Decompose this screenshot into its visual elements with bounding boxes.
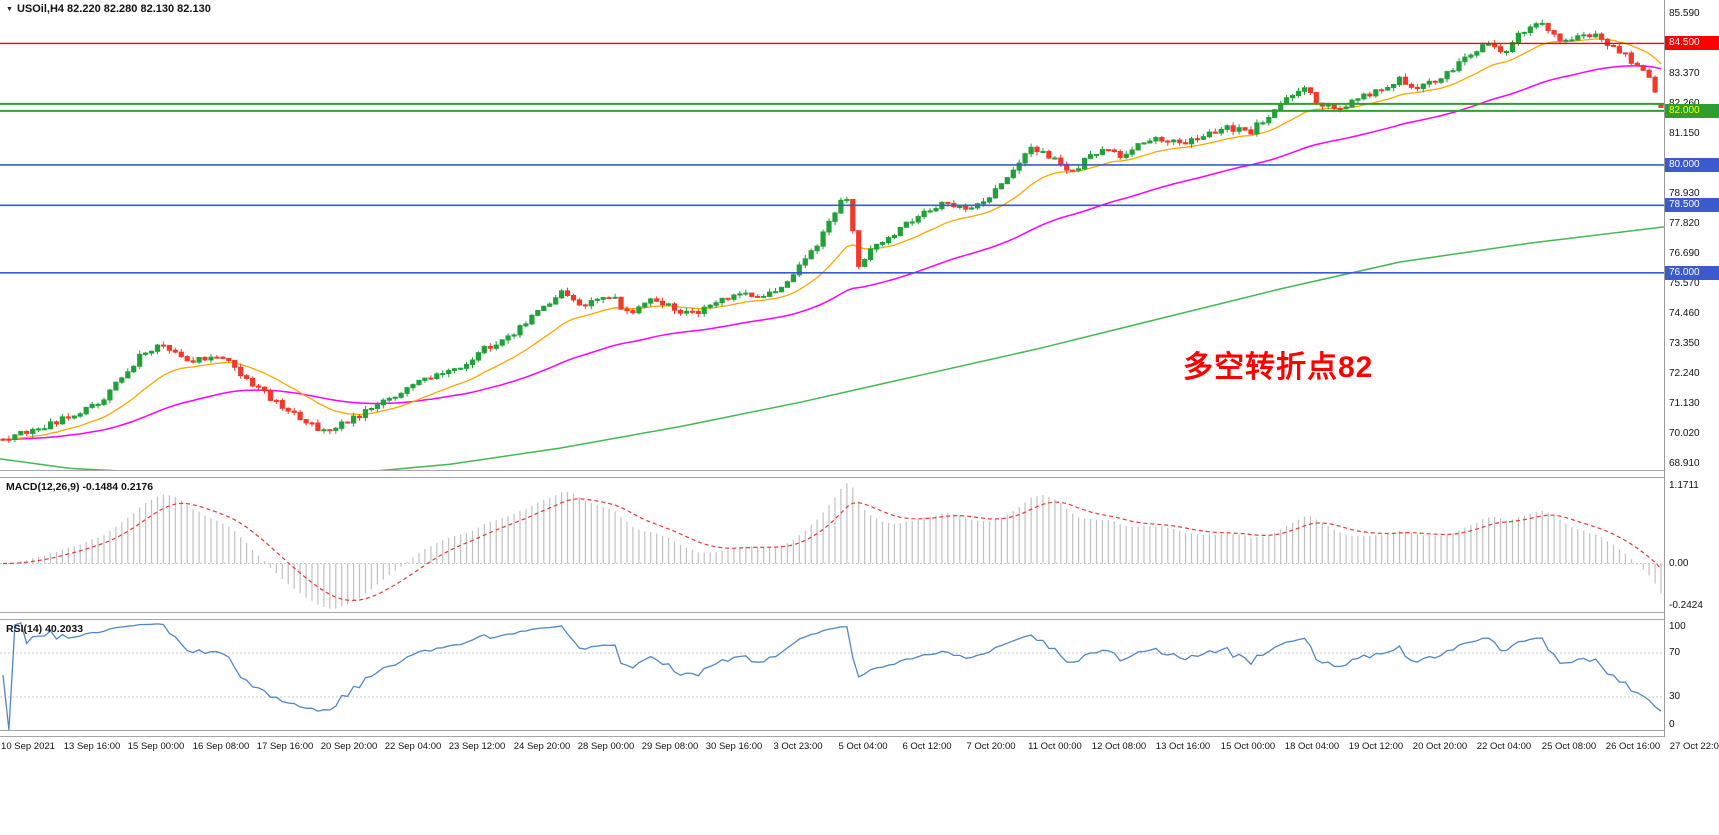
rsi-axis-label: 70	[1669, 647, 1681, 658]
time-axis-label: 15 Oct 00:00	[1220, 741, 1276, 752]
time-axis-label: 26 Oct 16:00	[1605, 741, 1661, 752]
price-axis-label: 72.240	[1669, 368, 1700, 379]
price-chart-canvas[interactable]	[0, 0, 1664, 470]
chart-title: ▼ USOil,H4 82.220 82.280 82.130 82.130	[6, 3, 211, 15]
macd-indicator-canvas[interactable]	[0, 478, 1664, 612]
time-axis-label: 22 Oct 04:00	[1476, 741, 1532, 752]
time-axis-label: 7 Oct 20:00	[966, 741, 1016, 752]
time-axis-label: 12 Oct 08:00	[1091, 741, 1147, 752]
rsi-axis-label: 0	[1669, 719, 1675, 730]
price-line-badge: 76.000	[1665, 266, 1719, 280]
price-axis-label: 76.690	[1669, 248, 1700, 259]
rsi-axis-label: 100	[1669, 621, 1686, 632]
price-axis[interactable]: 85.590 83.370 82.260 81.150 78.930 77.820 76.6…	[1664, 0, 1719, 737]
time-axis-label: 22 Sep 04:00	[384, 741, 442, 752]
rsi-axis-label: 30	[1669, 691, 1681, 702]
time-axis-label: 6 Oct 12:00	[902, 741, 952, 752]
chart-title-text: USOil,H4 82.220 82.280 82.130 82.130	[16, 3, 211, 15]
time-axis-label: 16 Sep 08:00	[192, 741, 250, 752]
macd-axis-label: -0.2424	[1669, 600, 1703, 611]
price-axis-label: 82.260	[1669, 98, 1700, 109]
time-axis-label: 28 Sep 00:00	[577, 741, 635, 752]
time-axis-label: 5 Oct 04:00	[838, 741, 888, 752]
rsi-label: RSI(14) 40.2033	[6, 623, 84, 635]
price-axis-label: 71.130	[1669, 398, 1700, 409]
time-axis-label: 11 Oct 00:00	[1028, 741, 1082, 752]
rsi-indicator-canvas[interactable]	[0, 620, 1664, 730]
time-axis-label: 15 Sep 00:00	[127, 741, 185, 752]
time-axis-label: 13 Oct 16:00	[1155, 741, 1211, 752]
price-line-badge: 78.500	[1665, 198, 1719, 212]
time-axis-label: 23 Sep 12:00	[448, 741, 506, 752]
time-axis-label: 20 Sep 20:00	[320, 741, 378, 752]
time-axis-label: 27 Oct 22:00	[1669, 741, 1719, 752]
price-axis-label: 77.820	[1669, 218, 1700, 229]
panel-splitter[interactable]	[0, 470, 1719, 478]
price-axis-label: 81.150	[1669, 128, 1700, 139]
price-axis-label: 70.020	[1669, 428, 1700, 439]
time-axis-label: 17 Sep 16:00	[256, 741, 314, 752]
time-axis[interactable]: 10 Sep 2021 13 Sep 16:00 15 Sep 00:00 16 Se…	[0, 737, 1719, 759]
price-axis-label: 78.930	[1669, 188, 1700, 199]
time-axis-label: 3 Oct 23:00	[773, 741, 823, 752]
macd-label: MACD(12,26,9) -0.1484 0.2176	[6, 481, 154, 493]
time-axis-label: 25 Oct 08:00	[1541, 741, 1597, 752]
time-axis-label: 13 Sep 16:00	[63, 741, 121, 752]
time-axis-label: 24 Sep 20:00	[513, 741, 571, 752]
price-axis-label: 75.570	[1669, 278, 1700, 289]
price-axis-label: 68.910	[1669, 458, 1700, 469]
time-axis-label: 18 Oct 04:00	[1284, 741, 1340, 752]
macd-axis-label: 1.1711	[1669, 480, 1699, 491]
time-axis-label: 10 Sep 2021	[1, 741, 55, 752]
symbol-marker-icon: ▼	[6, 5, 13, 13]
price-line-badge: 82.000	[1665, 104, 1719, 118]
price-line-badge: 80.000	[1665, 158, 1719, 172]
price-axis-label: 85.590	[1669, 8, 1700, 19]
price-axis-label: 74.460	[1669, 308, 1700, 319]
time-axis-label: 19 Oct 12:00	[1348, 741, 1404, 752]
annotation-text[interactable]: 多空转折点82	[1183, 351, 1374, 384]
macd-axis-label: 0.00	[1669, 558, 1689, 569]
time-axis-label: 29 Sep 08:00	[641, 741, 699, 752]
panel-splitter[interactable]	[0, 730, 1719, 737]
price-line-badge: 84.500	[1665, 36, 1719, 50]
time-axis-label: 20 Oct 20:00	[1412, 741, 1468, 752]
time-axis-label: 30 Sep 16:00	[705, 741, 763, 752]
price-axis-label: 83.370	[1669, 68, 1700, 79]
price-axis-label: 73.350	[1669, 338, 1700, 349]
panel-splitter[interactable]	[0, 612, 1719, 620]
